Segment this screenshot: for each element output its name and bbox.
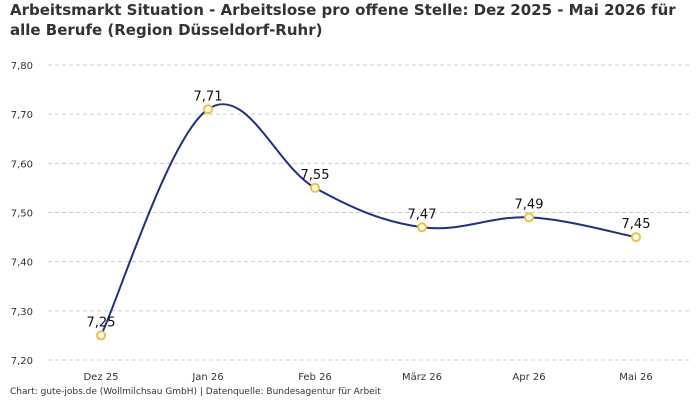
chart-title: Arbeitsmarkt Situation - Arbeitslose pro… bbox=[10, 1, 676, 39]
data-point bbox=[203, 104, 213, 115]
y-tick-label: 7,30 bbox=[11, 307, 33, 318]
x-tick-label: Apr 26 bbox=[512, 372, 545, 383]
grid-lines bbox=[48, 64, 690, 361]
x-tick-label: Jan 26 bbox=[191, 372, 223, 383]
series-line bbox=[100, 103, 637, 336]
data-points bbox=[96, 104, 641, 341]
x-tick-label: März 26 bbox=[402, 372, 442, 383]
y-axis-ticks: 7,20 7,30 7,40 7,50 7,60 7,70 7,80 bbox=[11, 61, 33, 367]
y-tick-label: 7,60 bbox=[11, 159, 33, 170]
y-tick-label: 7,70 bbox=[11, 110, 33, 121]
x-tick-label: Mai 26 bbox=[619, 372, 652, 383]
data-labels: 7,25 7,71 7,55 7,47 7,49 7,45 bbox=[87, 89, 651, 330]
y-tick-label: 7,20 bbox=[11, 356, 33, 367]
data-point bbox=[631, 232, 641, 243]
data-label: 7,45 bbox=[622, 217, 651, 232]
x-tick-label: Feb 26 bbox=[298, 372, 332, 383]
y-tick-label: 7,40 bbox=[11, 258, 33, 269]
y-tick-label: 7,50 bbox=[11, 209, 33, 220]
x-tick-label: Dez 25 bbox=[83, 372, 118, 383]
data-point bbox=[96, 330, 106, 341]
data-label: 7,25 bbox=[87, 315, 116, 330]
data-label: 7,71 bbox=[194, 89, 223, 104]
x-axis-ticks: Dez 25 Jan 26 Feb 26 März 26 Apr 26 Mai 26 bbox=[83, 372, 652, 383]
data-point bbox=[310, 182, 320, 193]
source-note: Chart: gute-jobs.de (Wollmilchsau GmbH) … bbox=[10, 387, 381, 397]
data-label: 7,55 bbox=[301, 168, 330, 183]
data-label: 7,49 bbox=[515, 197, 544, 212]
data-point bbox=[524, 212, 534, 223]
data-point bbox=[417, 222, 427, 233]
data-label: 7,47 bbox=[408, 207, 437, 222]
y-tick-label: 7,80 bbox=[11, 61, 33, 72]
